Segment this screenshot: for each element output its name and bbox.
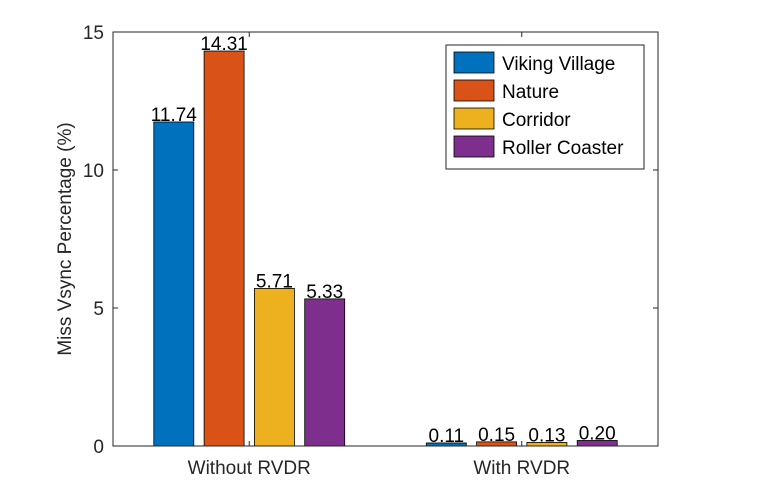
legend-swatch [453, 135, 495, 158]
x-axis-ticks: Without RVDR With RVDR [188, 32, 570, 479]
y-axis-title: Miss Vsync Percentage (%) [55, 122, 76, 355]
legend-swatch [453, 51, 495, 74]
y-tick-label: 15 [83, 23, 104, 44]
legend-swatch [453, 79, 495, 102]
legend-label: Nature [502, 82, 559, 103]
bar-value-label: 0.13 [528, 425, 565, 446]
y-tick-label: 5 [93, 299, 104, 320]
y-tick-label: 10 [83, 161, 104, 182]
data-labels-group: 11.74 14.31 5.71 5.33 0.11 0.15 0.13 0.20 [151, 34, 616, 447]
legend-label: Viking Village [502, 54, 615, 75]
x-tick-label: With RVDR [473, 458, 570, 479]
bar-viking-village [153, 121, 195, 447]
axes-box [112, 31, 659, 447]
bar-value-label: 0.15 [478, 425, 515, 446]
bar-value-label: 0.11 [429, 426, 465, 447]
bar-value-label: 5.33 [306, 282, 343, 303]
bar-value-label: 5.71 [256, 271, 293, 292]
y-axis-ticks: 0 5 10 15 [83, 23, 658, 458]
x-tick-label: Without RVDR [188, 458, 311, 479]
bar-roller-coaster [304, 298, 346, 447]
legend-label: Corridor [502, 110, 571, 131]
bar-value-label: 0.20 [579, 423, 616, 444]
bars-group [153, 50, 618, 447]
y-tick-label: 0 [93, 437, 104, 458]
bar-value-label: 14.31 [200, 34, 248, 55]
bar-corridor [253, 288, 295, 447]
bar-value-label: 11.74 [151, 105, 198, 126]
bar-nature [203, 50, 245, 447]
legend: Viking Village Nature Corridor Roller Coast… [445, 44, 645, 170]
legend-swatch [453, 107, 495, 130]
legend-label: Roller Coaster [502, 138, 624, 159]
